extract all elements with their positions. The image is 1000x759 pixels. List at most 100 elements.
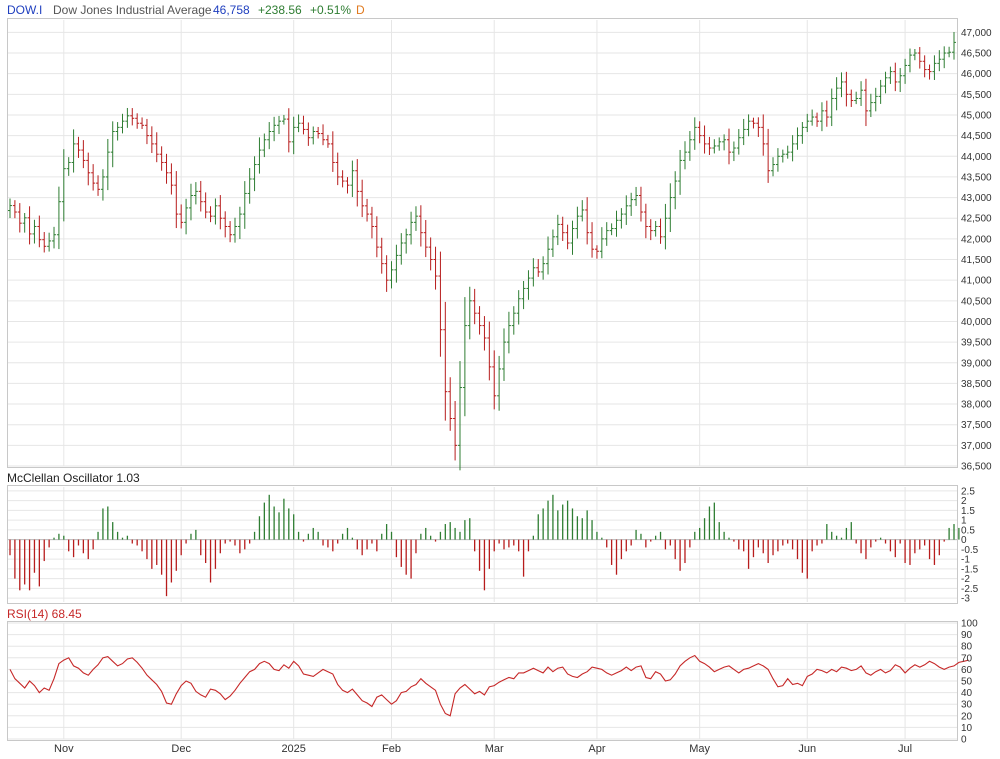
rsi-title: RSI(14) 68.45 [7, 607, 82, 621]
ohlc-bar [780, 149, 785, 163]
ohlc-bar [810, 109, 815, 126]
rsi-y-tick: 70 [961, 653, 973, 664]
ohlc-bar [629, 192, 634, 216]
ohlc-bar [673, 171, 678, 210]
osc-y-tick: 1 [961, 516, 967, 527]
price-y-tick: 37,000 [961, 441, 992, 452]
ohlc-bar [594, 245, 599, 259]
ohlc-bar [609, 223, 614, 236]
ohlc-bar [71, 129, 76, 173]
ohlc-bar [917, 47, 922, 69]
osc-y-tick: -2 [961, 574, 970, 585]
ohlc-bar [184, 198, 189, 235]
ohlc-bar [541, 256, 546, 280]
ohlc-bar [413, 206, 418, 231]
ohlc-bar [497, 355, 502, 411]
ohlc-bar [526, 270, 531, 300]
price-y-tick: 45,500 [961, 90, 992, 101]
ohlc-bar [550, 229, 555, 257]
price-y-tick: 37,500 [961, 420, 992, 431]
ohlc-bar [96, 175, 101, 196]
price-y-tick: 40,000 [961, 317, 992, 328]
ohlc-bar [736, 129, 741, 155]
last-price: 46,758 [213, 3, 250, 17]
ohlc-bar [213, 198, 218, 225]
ohlc-bar [394, 244, 399, 283]
ohlc-bar [52, 226, 57, 249]
ohlc-bar [516, 290, 521, 325]
ohlc-bar [467, 286, 472, 340]
ohlc-bar [203, 192, 208, 219]
ohlc-bar [242, 181, 247, 229]
price-y-tick: 41,500 [961, 255, 992, 266]
rsi-line-group [9, 654, 969, 717]
ohlc-bar [839, 72, 844, 98]
ohlc-bar [105, 138, 110, 191]
index-name: Dow Jones Industrial Average [53, 3, 212, 17]
ohlc-bar [179, 204, 184, 229]
rsi-y-tick: 10 [961, 723, 973, 734]
ohlc-bar [296, 114, 301, 133]
ohlc-bar [389, 261, 394, 289]
ohlc-bar [277, 115, 282, 135]
gridlines [8, 20, 957, 740]
ohlc-bar [350, 160, 355, 197]
ohlc-bar [86, 152, 91, 186]
x-tick-label: Dec [171, 743, 191, 755]
ohlc-bar [521, 280, 526, 310]
ohlc-bar [678, 149, 683, 195]
ohlc-bar [741, 118, 746, 146]
ohlc-bar [585, 197, 590, 245]
price-change: +238.56 [258, 3, 302, 17]
ohlc-bar [174, 171, 179, 229]
ohlc-bar [56, 186, 61, 250]
rsi-y-tick: 60 [961, 665, 973, 676]
ohlc-bar [135, 113, 140, 129]
ohlc-bar [301, 115, 306, 135]
symbol-label[interactable]: DOW.I [7, 3, 42, 17]
ohlc-bar [144, 118, 149, 145]
ohlc-bar [316, 126, 321, 139]
price-y-tick: 38,500 [961, 379, 992, 390]
ohlc-bar [457, 361, 462, 471]
oscillator-panel [7, 485, 958, 604]
ohlc-bar [374, 216, 379, 258]
ohlc-bar [638, 186, 643, 222]
price-y-tick: 40,500 [961, 296, 992, 307]
ohlc-bar [125, 107, 130, 128]
rsi-y-tick: 20 [961, 711, 973, 722]
period-indicator[interactable]: D [356, 3, 365, 17]
ohlc-bar [707, 136, 712, 155]
ohlc-bar [267, 122, 272, 150]
price-y-tick: 38,000 [961, 400, 992, 411]
rsi-y-tick: 50 [961, 677, 973, 688]
ohlc-bar [932, 55, 937, 80]
ohlc-bar [159, 146, 164, 171]
price-y-tick: 36,500 [961, 462, 992, 473]
ohlc-bar [462, 297, 467, 417]
ohlc-bar [580, 200, 585, 222]
ohlc-bar [536, 259, 541, 277]
ohlc-bar [330, 131, 335, 172]
osc-y-tick: 0 [961, 535, 967, 546]
ohlc-bar [404, 228, 409, 254]
price-y-tick: 43,500 [961, 172, 992, 183]
ohlc-bar [687, 131, 692, 161]
ohlc-bar [448, 377, 453, 431]
x-axis-labels: NovDec2025FebMarAprMayJunJulAugSepOct [54, 743, 912, 755]
ohlc-bar [746, 114, 751, 137]
oscillator-title: McClellan Oscillator 1.03 [7, 471, 140, 485]
ohlc-bar [218, 195, 223, 230]
ohlc-bar [306, 122, 311, 146]
ohlc-bar [942, 46, 947, 69]
osc-y-tick: -3 [961, 594, 970, 605]
ohlc-bar [903, 58, 908, 84]
ohlc-bar [169, 163, 174, 195]
rsi-y-tick: 40 [961, 688, 973, 699]
ohlc-bar [110, 121, 115, 168]
ohlc-bar [232, 217, 237, 243]
ohlc-bar [893, 62, 898, 92]
osc-y-tick: 1.5 [961, 506, 975, 517]
ohlc-bar [766, 128, 771, 183]
ohlc-bar [819, 102, 824, 132]
